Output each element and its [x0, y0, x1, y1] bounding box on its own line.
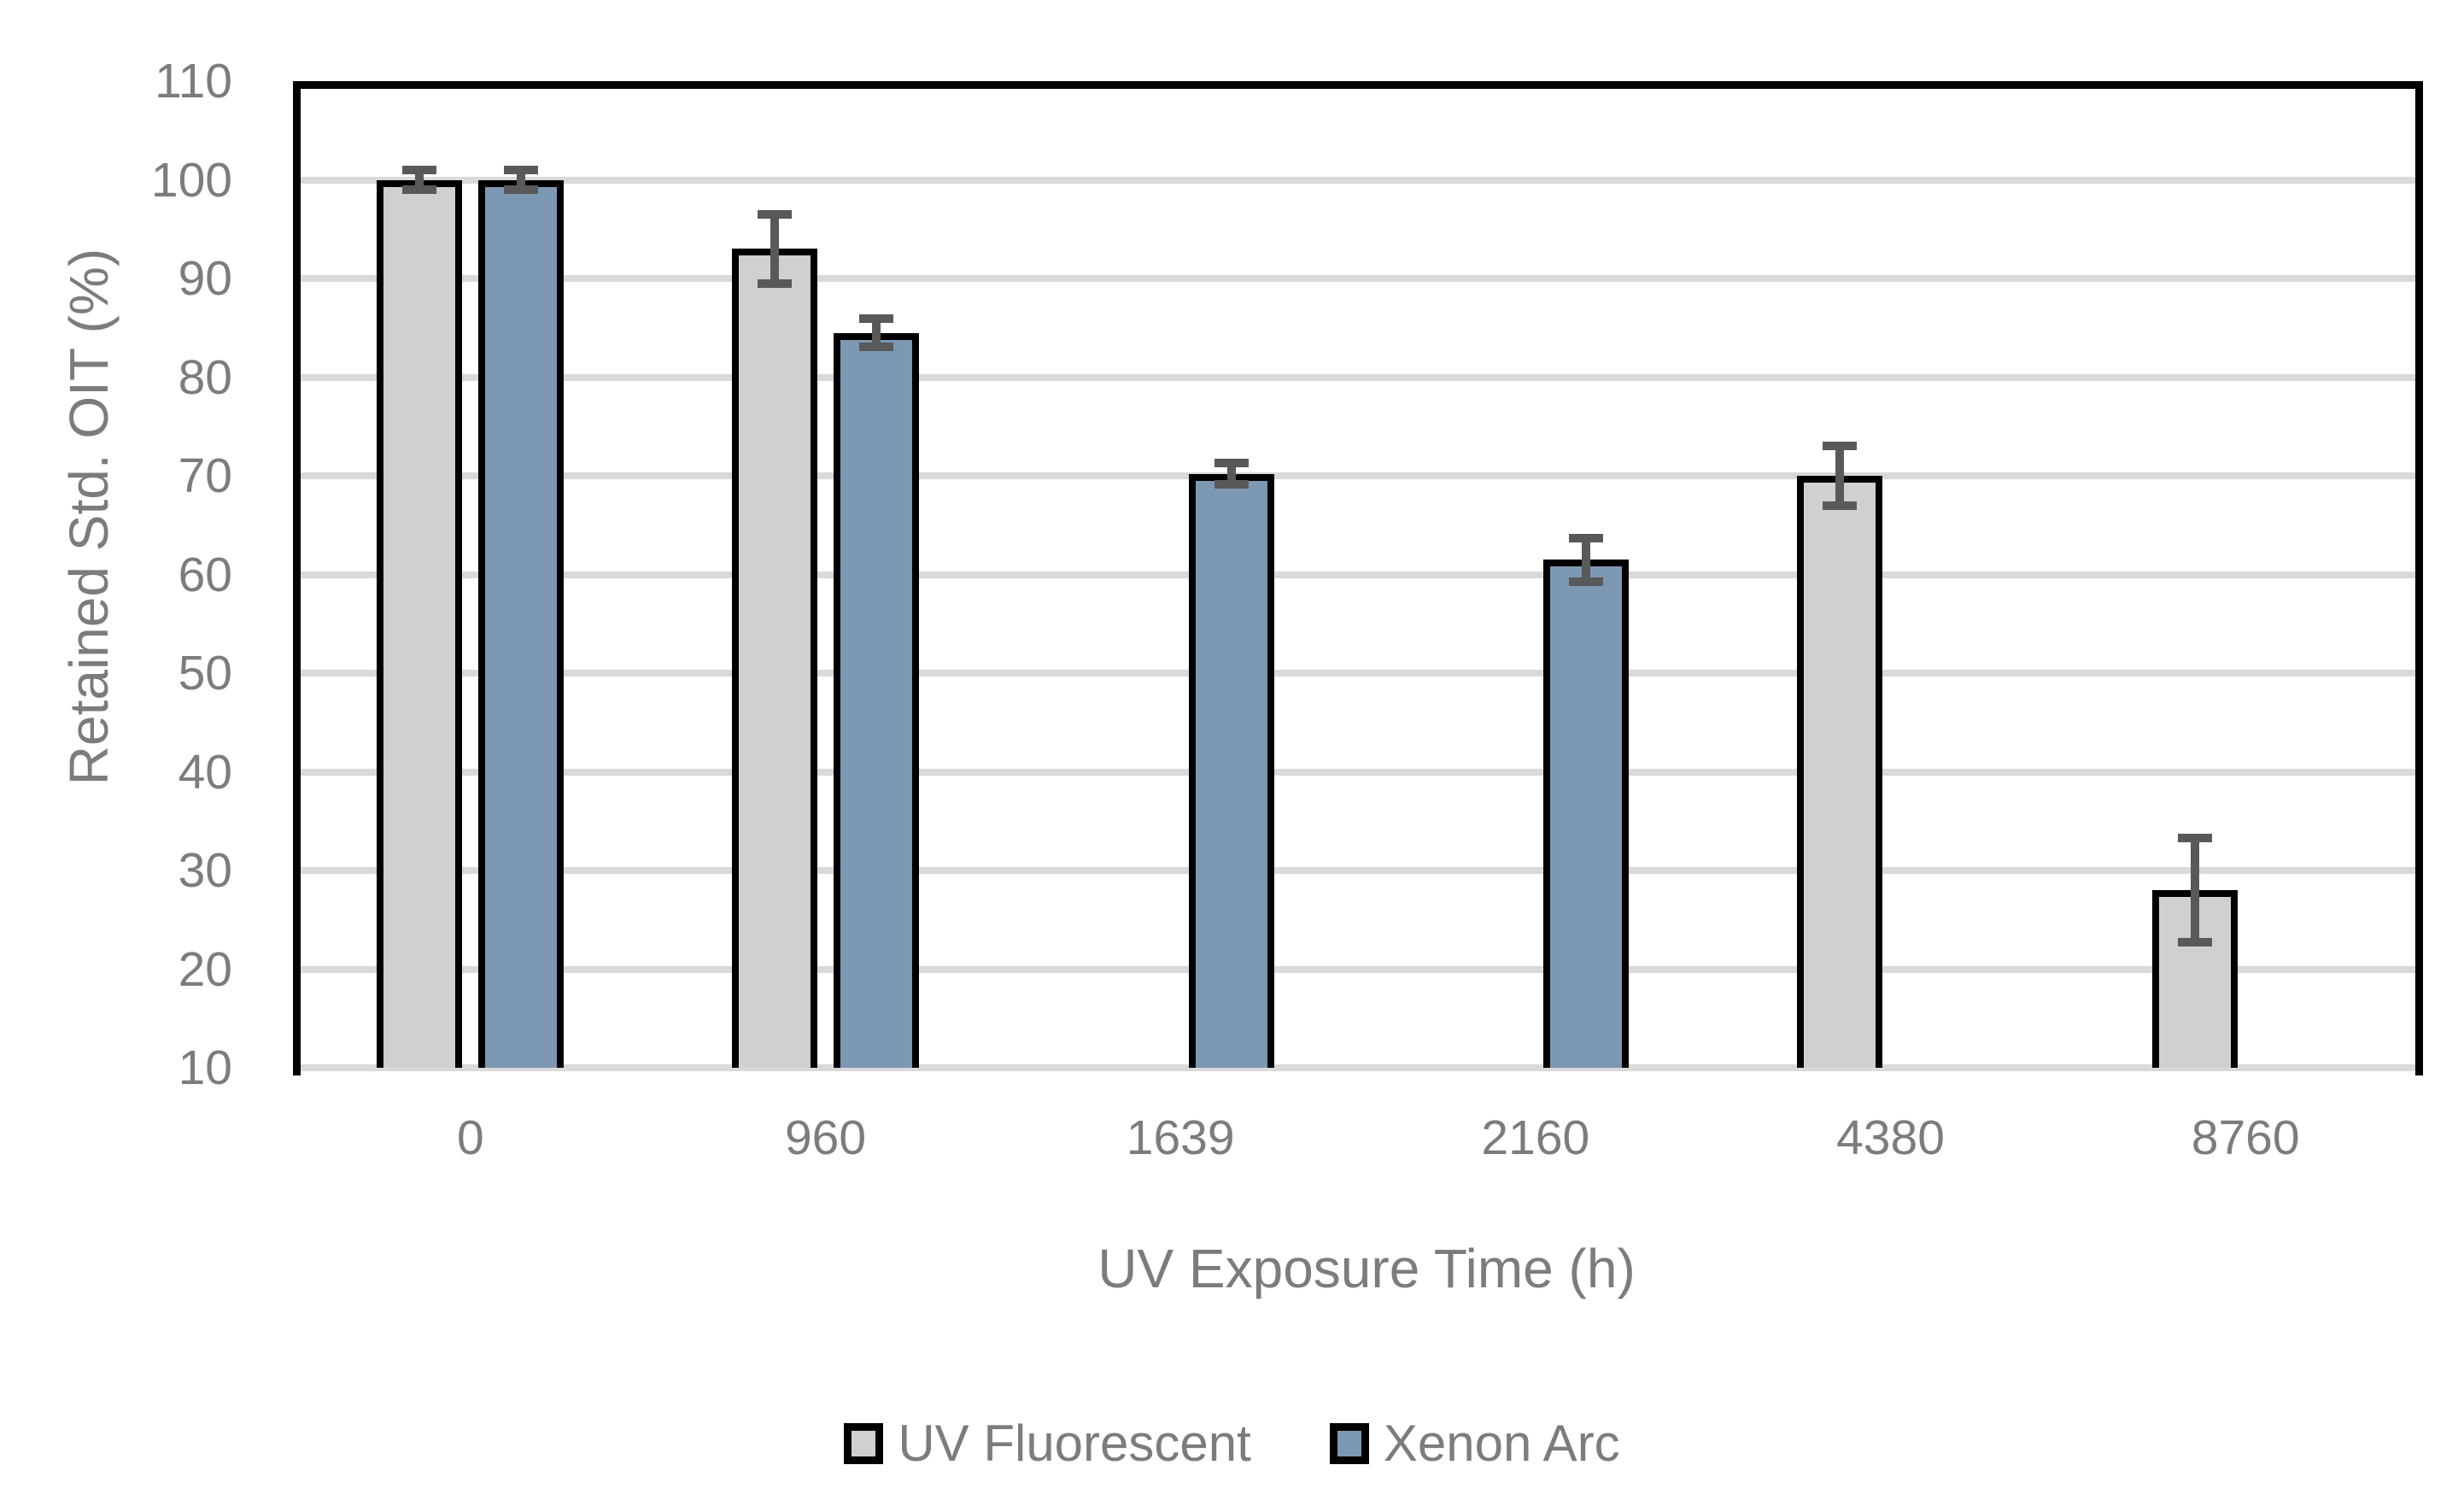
error-bar-uv-fluorescent-4380-cap-top — [1823, 442, 1857, 451]
gridline-20 — [301, 965, 2415, 973]
error-bar-uv-fluorescent-0-stem — [415, 169, 424, 190]
error-bar-xenon-arc-0-cap-bottom — [504, 185, 539, 195]
x-tick-label-1639: 1639 — [1126, 1110, 1235, 1165]
error-bar-uv-fluorescent-8760-cap-top — [2177, 833, 2212, 842]
y-tick-label-50: 50 — [178, 646, 232, 700]
error-bar-xenon-arc-0-cap-top — [504, 165, 539, 174]
error-bar-xenon-arc-2160-stem — [1582, 537, 1591, 582]
error-bar-xenon-arc-1639-stem — [1226, 462, 1236, 485]
x-tick-label-0: 0 — [456, 1110, 484, 1165]
gridline-50 — [301, 670, 2415, 677]
error-bar-xenon-arc-1639-cap-top — [1214, 458, 1249, 467]
x-tick-label-960: 960 — [784, 1110, 867, 1165]
error-bar-uv-fluorescent-960-cap-bottom — [758, 278, 792, 288]
gridline-80 — [301, 373, 2415, 381]
error-bar-xenon-arc-960-cap-top — [859, 314, 893, 324]
gridline-100 — [301, 176, 2415, 184]
gridline-40 — [301, 768, 2415, 776]
error-bar-uv-fluorescent-960-cap-top — [758, 209, 792, 219]
gridline-60 — [301, 571, 2415, 578]
x-tick-label-8760: 8760 — [2191, 1110, 2300, 1165]
gridline-90 — [301, 275, 2415, 282]
y-tick-label-70: 70 — [178, 448, 232, 503]
bar-uv-fluorescent-4380 — [1797, 476, 1882, 1068]
y-tick-label-30: 30 — [178, 843, 232, 898]
error-bar-uv-fluorescent-4380-cap-bottom — [1823, 501, 1857, 510]
legend-item-uv-fluorescent: UV Fluorescent — [844, 1414, 1251, 1474]
error-bar-xenon-arc-1639-cap-bottom — [1214, 480, 1249, 489]
bar-xenon-arc-0 — [478, 179, 565, 1068]
error-bar-xenon-arc-2160-cap-top — [1569, 533, 1604, 542]
x-axis-title: UV Exposure Time (h) — [1097, 1238, 1636, 1299]
legend-item-xenon-arc: Xenon Arc — [1329, 1414, 1620, 1474]
bar-uv-fluorescent-0 — [377, 179, 463, 1068]
y-tick-label-80: 80 — [178, 349, 232, 405]
legend-swatch-xenon-arc — [1329, 1423, 1369, 1464]
y-tick-label-10: 10 — [178, 1040, 232, 1095]
y-tick-label-40: 40 — [178, 744, 232, 800]
error-bar-xenon-arc-960-stem — [872, 319, 881, 347]
bar-xenon-arc-2160 — [1543, 560, 1630, 1068]
error-bar-uv-fluorescent-8760-stem — [2190, 837, 2199, 943]
error-bar-xenon-arc-2160-cap-bottom — [1569, 577, 1604, 586]
x-tick-label-2160: 2160 — [1481, 1110, 1590, 1165]
error-bar-xenon-arc-0-stem — [517, 169, 526, 190]
y-tick-label-60: 60 — [178, 547, 232, 602]
error-bar-xenon-arc-960-cap-bottom — [859, 342, 893, 351]
legend-label-uv-fluorescent: UV Fluorescent — [898, 1415, 1251, 1472]
error-bar-uv-fluorescent-4380-stem — [1835, 446, 1844, 506]
bar-xenon-arc-1639 — [1188, 473, 1274, 1068]
gridline-30 — [301, 867, 2415, 874]
gridline-70 — [301, 472, 2415, 479]
x-tick-label-4380: 4380 — [1836, 1110, 1945, 1165]
gridline-10 — [301, 1064, 2415, 1071]
bar-uv-fluorescent-960 — [732, 249, 817, 1068]
bar-xenon-arc-960 — [834, 332, 919, 1068]
legend-swatch-uv-fluorescent — [844, 1423, 884, 1464]
error-bar-uv-fluorescent-960-stem — [770, 214, 779, 284]
error-bar-uv-fluorescent-8760-cap-bottom — [2177, 938, 2212, 947]
error-bar-uv-fluorescent-0-cap-top — [402, 165, 437, 174]
legend: UV Fluorescent Xenon Arc — [0, 1414, 2464, 1474]
y-tick-label-20: 20 — [178, 941, 232, 997]
y-tick-label-100: 100 — [150, 152, 232, 208]
y-tick-label-90: 90 — [178, 251, 232, 306]
plot-area-border — [293, 81, 2423, 1075]
error-bar-uv-fluorescent-0-cap-bottom — [402, 185, 437, 195]
y-tick-label-110: 110 — [155, 54, 232, 108]
y-axis-title: Retained Std. OIT (%) — [58, 248, 120, 786]
legend-label-xenon-arc: Xenon Arc — [1383, 1415, 1620, 1472]
